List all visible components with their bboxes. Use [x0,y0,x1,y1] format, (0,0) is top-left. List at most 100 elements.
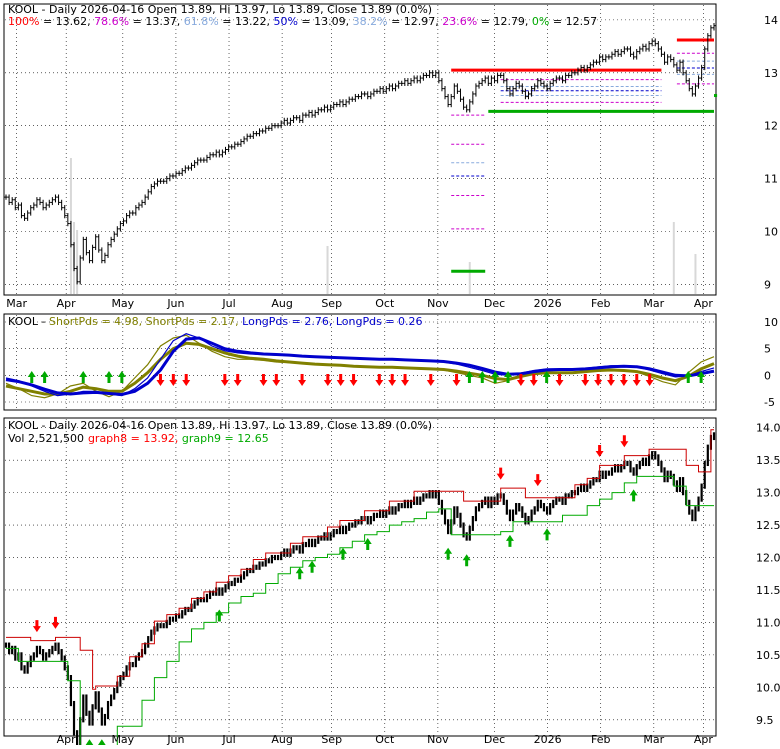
indicator-down-arrow [375,374,384,386]
fib-level-value: = 13.22, [219,15,270,28]
fib-level-label: 78.6% [91,15,129,28]
fib-level-value: = 12.57 [549,15,597,28]
bottom-y-tick-label: 12.5 [756,519,780,532]
indicator-down-arrow [581,374,590,386]
graph8-label: graph8 = 13.92 [88,432,175,445]
bottom-up-arrow [462,554,471,567]
volume-bar [76,230,79,294]
indicator-down-arrow [452,374,461,386]
bottom-up-arrow [543,528,552,541]
indicator-down-arrow [272,374,281,386]
bottom-down-arrow [595,444,604,457]
indicator-legend: KOOL - ShortPds = 4.98, ShortPds = 2.17,… [8,315,423,328]
bottom-y-tick-label: 11.5 [756,584,780,597]
price-y-tick-label: 14 [764,14,778,27]
fib-level-label: 61.8% [180,15,218,28]
bottom-up-arrow [505,534,514,547]
indicator-down-arrow [220,374,229,386]
bottom-down-arrow [51,616,60,629]
indicator-legend-item: ShortPds = 4.98, [49,315,146,328]
bottom-y-tick-label: 14.0 [756,422,780,435]
bottom-down-arrow [496,467,505,480]
indicator-down-arrow [426,374,435,386]
price-x-tick-label: Jun [166,297,184,310]
bottom-up-arrow [97,739,106,749]
legend-separator: , [175,432,182,445]
fib-level-value: = 12.79, [477,15,528,28]
indicator-down-arrow [619,374,628,386]
indicator-y-labels: 10 5 0 -5 [764,316,778,409]
indicator-up-arrow [465,371,474,383]
indicator-series-line [5,341,715,396]
price-panel-frame [3,3,717,296]
bottom-panel-legend: Vol 2,521,500 graph8 = 13.92, graph9 = 12… [8,432,269,445]
price-x-tick-label: Nov [427,297,449,310]
price-y-tick-label: 10 [764,226,778,239]
bottom-x-tick-label: 2026 [534,733,562,745]
price-bars [4,23,716,285]
bottom-up-arrow [308,560,317,573]
bottom-y-labels: 9.5 10.0 10.5 11.0 11.5 12.0 12.5 13.0 13.5 14.0 [756,422,780,727]
bottom-down-arrow [32,620,41,633]
bottom-up-arrow [338,547,347,560]
indicator-down-arrow [182,374,191,386]
fib-level-value: = 12.97, [388,15,439,28]
price-x-tick-label: 2026 [534,297,562,310]
bottom-x-tick-label: Aug [271,733,292,745]
bottom-down-arrow [533,474,542,487]
indicator-up-arrow [504,371,513,383]
bottom-x-tick-label: Mar [643,733,664,745]
bottom-y-tick-label: 9.5 [756,714,774,727]
graph-lines [6,429,714,749]
indicator-down-arrow [529,374,538,386]
indicator-down-arrow [233,374,242,386]
indicator-up-arrow [684,371,693,383]
bottom-up-arrow [295,567,304,580]
bottom-x-labels: Apr May Jun Jul Aug Sep Oct Nov Dec 2026 Feb Mar Apr [57,733,714,746]
bottom-x-tick-label: Jun [166,733,184,745]
bottom-x-tick-label: Oct [375,733,395,745]
price-y-labels: 9 10 11 12 13 14 [764,14,778,292]
indicator-down-arrow [607,374,616,386]
bottom-down-arrow [620,435,629,448]
indicator-down-arrow [156,374,165,386]
fib-level-value: = 13.37, [129,15,180,28]
bottom-x-tick-label: Dec [484,733,505,745]
price-panel-title: KOOL - Daily 2026-04-16 Open 13.89, Hi 1… [8,3,432,16]
indicator-down-arrow [516,374,525,386]
price-y-tick-label: 13 [764,67,778,80]
bottom-y-tick-label: 10.0 [756,681,780,694]
indicator-down-arrow [169,374,178,386]
graph9-line [6,475,714,749]
indicator-up-arrow [27,371,36,383]
bottom-arrows [32,435,638,749]
indicator-y-tick-label: 0 [764,369,771,382]
graph8-line [6,429,714,690]
price-y-tick-label: 9 [764,278,771,291]
bottom-up-arrow [629,489,638,502]
indicator-up-arrow [491,371,500,383]
price-x-tick-label: Mar [643,297,664,310]
price-y-tick-label: 12 [764,120,778,133]
graph9-label: graph9 = 12.65 [182,432,269,445]
indicator-up-arrow [117,371,126,383]
indicator-y-tick-label: 5 [764,343,771,356]
indicator-up-arrow [104,371,113,383]
bottom-y-tick-label: 12.0 [756,552,780,565]
volume-label: Vol 2,521,500 [8,432,84,445]
bottom-x-tick-label: May [111,733,134,745]
indicator-down-arrow [555,374,564,386]
fib-level-label: 100% [8,15,39,28]
bottom-y-tick-label: 13.5 [756,454,780,467]
bottom-up-arrow [363,538,372,551]
indicator-up-arrow [478,371,487,383]
price-x-tick-label: Feb [591,297,610,310]
price-x-tick-label: Sep [321,297,342,310]
price-x-tick-label: Apr [57,297,77,310]
indicator-y-tick-label: 10 [764,316,778,329]
volume-bar [468,262,471,294]
bottom-up-arrow [215,609,224,622]
bottom-panel-title: KOOL - Daily 2026-04-16 Open 13.89, Hi 1… [8,419,432,432]
